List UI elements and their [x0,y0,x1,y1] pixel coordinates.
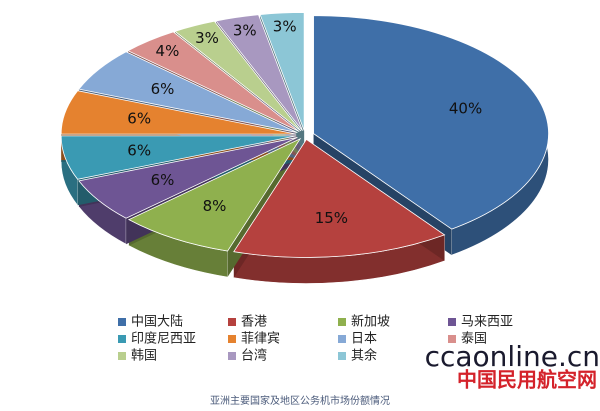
value-label: 6% [151,80,175,98]
slice [60,90,297,135]
legend-label: 韩国 [131,349,157,364]
legend-swatch [338,318,346,326]
value-label: 6% [151,171,175,189]
slice [174,20,302,132]
slice [127,31,300,132]
value-label: 6% [127,110,151,128]
slice [313,15,549,230]
legend-label: 菲律宾 [241,331,280,347]
value-label: 6% [127,141,151,159]
caption: 亚洲主要国家及地区公务机市场份额情况 [210,394,390,407]
legend-swatch [448,335,456,343]
pie: 40%15%8%6%6%6%6%4%3% 3% 3% [60,12,549,284]
legend-label: 中国大陆 [131,314,183,330]
value-label: 15% [315,209,348,227]
value-label: 40% [449,99,482,117]
slice [78,51,298,133]
legend-swatch [228,335,236,343]
slice [215,14,303,131]
legend-swatch [338,352,346,360]
legend-swatch [118,335,126,343]
value-label: 3% [195,29,219,47]
slice [78,137,298,219]
watermark-site: ccaonline.cn [425,340,600,373]
value-label: 4% [156,42,180,60]
legend-label: 台湾 [241,348,267,364]
legend-swatch [118,352,126,360]
legend-label: 泰国 [461,332,487,347]
legend-swatch [228,318,236,326]
legend-label: 其余 [351,348,377,364]
watermark-name: 中国民用航空网 [457,368,597,392]
slice [127,137,302,252]
slice [60,135,297,180]
slice [233,138,446,258]
legend-label: 香港 [241,315,267,330]
legend-swatch [118,318,126,326]
legend-swatch [448,318,456,326]
value-label: 8% [203,197,227,215]
legend-swatch [228,352,236,360]
value-label: 3% [273,18,297,36]
legend-label: 新加坡 [351,314,390,330]
legend-label: 日本 [351,332,377,347]
legend-swatch [338,335,346,343]
legend-label: 印度尼西亚 [131,331,196,347]
legend-label: 马来西亚 [461,315,513,330]
slice [259,12,305,131]
value-label: 3% [233,21,257,39]
